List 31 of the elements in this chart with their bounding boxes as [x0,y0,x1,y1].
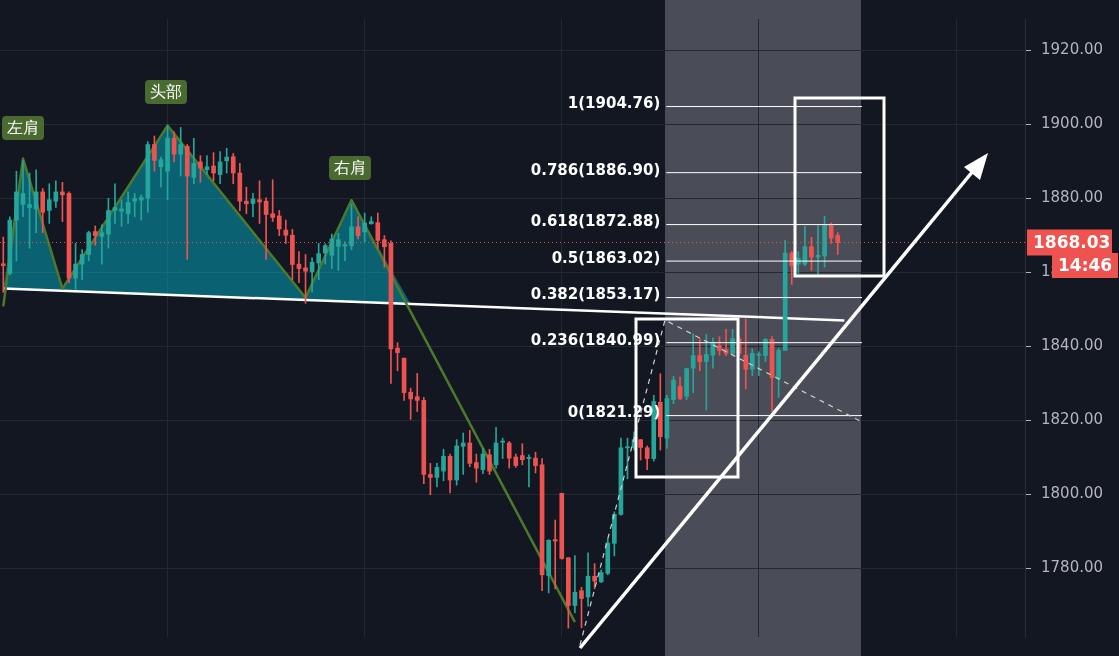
y-tick-label: 1800.00 [1041,484,1104,503]
candlestick [132,193,138,218]
ref-line-label: 0.5(1863.02) [551,248,661,267]
y-tick-label: 1840.00 [1041,336,1104,355]
y-tick-label: 1920.00 [1041,39,1104,58]
candlestick [204,155,210,175]
candlestick [690,333,696,393]
y-tick-label: 1880.00 [1041,188,1104,207]
candlestick [270,179,276,222]
candlestick [99,224,105,265]
text: 14:46 [1052,253,1119,278]
ref-line-label: 0.618(1872.88) [530,212,661,231]
candlestick [756,351,762,376]
y-tick-label: 1780.00 [1041,558,1104,577]
ref-line-label: 0.382(1853.17) [530,285,661,304]
y-tick-label: 1820.00 [1041,410,1104,429]
y-tick-label: 1900.00 [1041,114,1104,133]
ref-line-label: 0.786(1886.90) [530,160,661,179]
candlestick [138,194,144,221]
ref-line-label: 1868.03 [1033,231,1111,252]
candlestick [697,338,703,372]
candlestick [526,454,532,488]
candlestick [224,147,230,174]
candlestick [112,183,118,224]
candlestick [460,432,466,475]
candlestick [178,127,184,177]
candlestick [743,318,749,390]
ref-line-label: 1(1904.76) [567,94,661,113]
annotation: 右肩 [329,156,371,180]
annotation: 头部 [145,80,187,104]
annotation: 左肩 [2,116,44,140]
